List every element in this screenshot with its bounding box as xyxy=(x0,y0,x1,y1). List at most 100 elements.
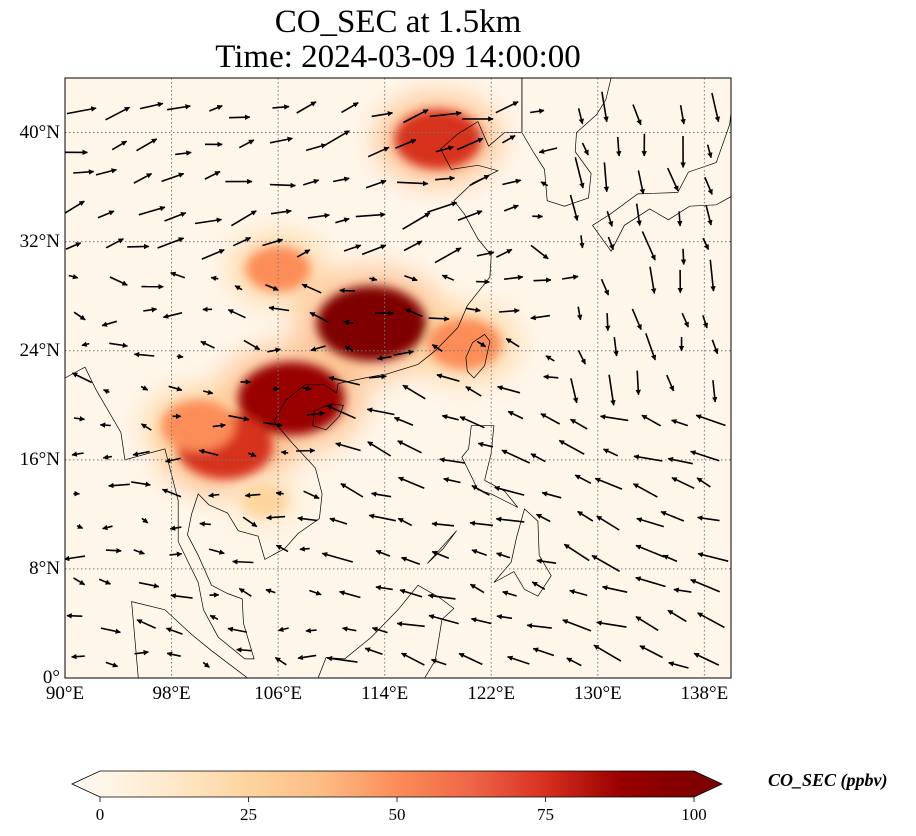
wind-arrow xyxy=(165,627,183,635)
wind-arrow xyxy=(494,485,525,496)
wind-arrow xyxy=(457,210,483,222)
wind-arrow xyxy=(577,510,594,522)
wind-arrow xyxy=(168,385,183,392)
wind-arrow xyxy=(635,544,665,558)
plume-core xyxy=(427,318,502,370)
wind-arrow xyxy=(139,101,164,110)
wind-arrow xyxy=(262,238,284,247)
wind-arrow xyxy=(105,547,122,554)
y-tick-label: 16°N xyxy=(19,448,60,470)
x-tick-label: 98°E xyxy=(152,683,191,704)
wind-arrow xyxy=(339,287,356,294)
wind-arrow xyxy=(170,271,186,279)
wind-arrow xyxy=(194,217,223,225)
wind-arrow xyxy=(533,277,552,283)
colorbar-gradient xyxy=(100,771,694,797)
wind-arrow xyxy=(679,105,686,125)
wind-arrow xyxy=(397,476,425,489)
wind-arrow xyxy=(536,558,557,564)
wind-arrow xyxy=(693,652,720,666)
wind-arrow xyxy=(613,337,619,357)
wind-arrow xyxy=(666,374,675,392)
wind-arrow xyxy=(563,543,590,562)
wind-arrow xyxy=(98,578,112,585)
wind-arrow xyxy=(635,576,666,588)
wind-arrow xyxy=(431,521,455,527)
wind-arrow xyxy=(161,172,185,183)
wind-arrow xyxy=(569,589,588,597)
wind-arrow xyxy=(603,448,619,457)
wind-arrow xyxy=(202,661,210,669)
wind-arrow xyxy=(306,410,325,417)
wind-arrow xyxy=(530,108,545,114)
wind-arrow xyxy=(596,515,620,531)
wind-arrow xyxy=(667,456,693,465)
coastline xyxy=(493,508,552,597)
wind-arrow xyxy=(343,244,362,252)
wind-arrow xyxy=(403,240,423,252)
colorbar-tick-label: 75 xyxy=(537,805,554,824)
colorbar-tick-label: 0 xyxy=(95,805,105,824)
wind-arrow xyxy=(265,283,279,291)
wind-arrow xyxy=(275,490,284,497)
wind-arrow xyxy=(376,355,392,361)
wind-arrow xyxy=(662,554,678,563)
x-tick-label: 130°E xyxy=(573,683,622,704)
wind-arrow xyxy=(594,477,623,490)
coastline xyxy=(465,333,491,379)
wind-arrow xyxy=(645,333,657,361)
wind-arrow xyxy=(157,237,185,249)
wind-arrow xyxy=(435,175,456,182)
wind-arrow xyxy=(496,614,513,620)
wind-arrow xyxy=(436,373,460,382)
coastlines xyxy=(65,78,731,678)
wind-arrow xyxy=(497,385,521,394)
wind-arrow xyxy=(138,205,166,216)
wind-arrow xyxy=(459,416,485,429)
wind-arrow xyxy=(404,274,418,282)
wind-arrow xyxy=(230,210,257,227)
wind-arrow xyxy=(296,447,316,454)
wind-arrow xyxy=(200,340,215,349)
wind-arrow xyxy=(495,101,519,114)
wind-arrow xyxy=(671,419,689,427)
wind-arrow xyxy=(236,647,252,653)
wind-arrow xyxy=(297,654,317,661)
wind-arrow xyxy=(697,552,729,562)
wind-arrow xyxy=(102,524,113,531)
wind-arrow xyxy=(368,513,396,522)
wind-arrow xyxy=(65,200,85,215)
wind-arrow xyxy=(504,274,524,281)
wind-arrow xyxy=(616,136,622,157)
wind-arrow xyxy=(66,106,97,115)
wind-arrow xyxy=(111,140,128,151)
y-tick-label: 32°N xyxy=(19,230,60,252)
wind-arrow xyxy=(403,108,429,124)
wind-arrow xyxy=(600,278,610,296)
plume-core xyxy=(238,361,345,436)
wind-arrow xyxy=(99,422,111,428)
wind-arrow xyxy=(456,137,484,151)
map-title: CO_SEC at 1.5km xyxy=(274,4,522,40)
wind-arrow xyxy=(131,481,151,487)
wind-arrow xyxy=(632,104,642,126)
wind-arrow xyxy=(341,102,359,114)
wind-arrow xyxy=(690,450,720,462)
wind-arrow xyxy=(671,476,695,490)
wind-arrow xyxy=(441,414,459,421)
wind-arrow xyxy=(332,176,350,183)
wind-arrow xyxy=(441,274,455,281)
wind-arrow xyxy=(274,656,287,666)
wind-arrow xyxy=(343,319,354,326)
wind-arrow xyxy=(198,448,219,456)
map-subtitle: Time: 2024-03-09 14:00:00 xyxy=(215,39,581,75)
wind-arrow xyxy=(170,593,193,599)
y-tick-label: 8°N xyxy=(29,557,60,579)
wind-arrow xyxy=(208,492,220,498)
wind-arrow xyxy=(247,451,257,457)
wind-arrow xyxy=(164,457,181,464)
wind-arrow xyxy=(109,342,129,348)
wind-arrow xyxy=(321,552,354,563)
wind-arrow xyxy=(570,378,579,404)
wind-arrow xyxy=(140,423,152,431)
